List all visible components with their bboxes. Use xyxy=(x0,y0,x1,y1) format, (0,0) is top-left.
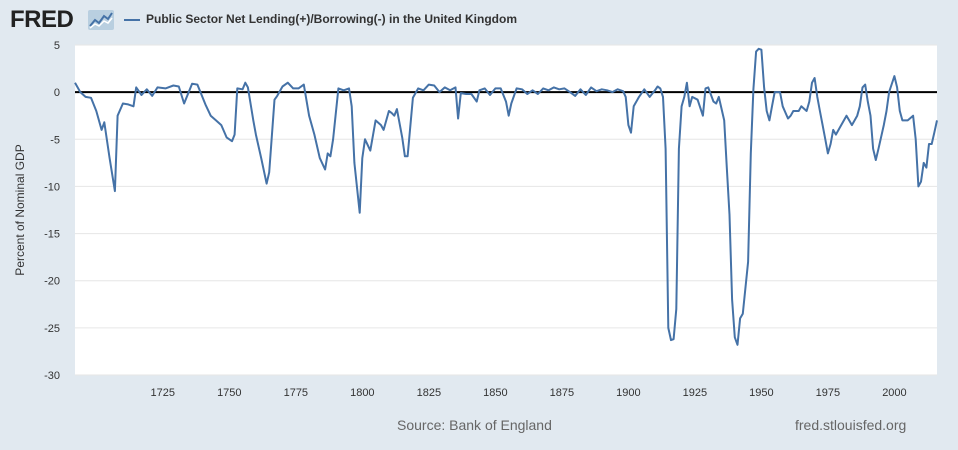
x-tick-label: 1900 xyxy=(616,387,640,399)
x-tick-label: 1850 xyxy=(483,387,507,399)
y-tick-label: 0 xyxy=(54,87,60,99)
legend-label[interactable]: Public Sector Net Lending(+)/Borrowing(-… xyxy=(146,12,517,26)
series-line[interactable] xyxy=(74,47,938,346)
y-tick-label: -10 xyxy=(44,181,60,193)
x-tick-label: 1775 xyxy=(284,387,308,399)
x-tick-label: 2000 xyxy=(882,387,906,399)
x-tick-label: 1825 xyxy=(417,387,441,399)
site-link[interactable]: fred.stlouisfed.org xyxy=(795,417,907,433)
x-axis-ticks: 1725 1750 1775 1800 1825 1850 1875 1900 1925 1950… xyxy=(151,387,907,399)
x-tick-label: 1925 xyxy=(683,387,707,399)
series-layer xyxy=(74,47,938,346)
y-tick-label: -15 xyxy=(44,229,60,241)
y-tick-label: 5 xyxy=(54,40,60,52)
plot-area xyxy=(75,45,937,375)
y-tick-label: -20 xyxy=(44,276,60,288)
source-note: Source: Bank of England xyxy=(397,417,552,433)
chart-header: FRED Public Sector Net Lending(+)/Borrow… xyxy=(0,0,958,40)
y-tick-label: -30 xyxy=(44,370,60,382)
fred-logo[interactable]: FRED xyxy=(10,6,74,33)
x-tick-label: 1875 xyxy=(550,387,574,399)
x-tick-label: 1800 xyxy=(350,387,374,399)
legend-swatch xyxy=(124,19,140,21)
y-axis-label: Percent of Nominal GDP xyxy=(13,144,27,275)
x-tick-label: 1975 xyxy=(816,387,840,399)
x-tick-label: 1725 xyxy=(151,387,175,399)
x-tick-label: 1750 xyxy=(217,387,241,399)
line-chart-icon xyxy=(88,10,114,30)
y-tick-label: -25 xyxy=(44,323,60,335)
y-axis-ticks: 5 0 -5 -10 -15 -20 -25 -30 xyxy=(44,40,60,382)
y-tick-label: -5 xyxy=(50,134,60,146)
x-tick-label: 1950 xyxy=(749,387,773,399)
